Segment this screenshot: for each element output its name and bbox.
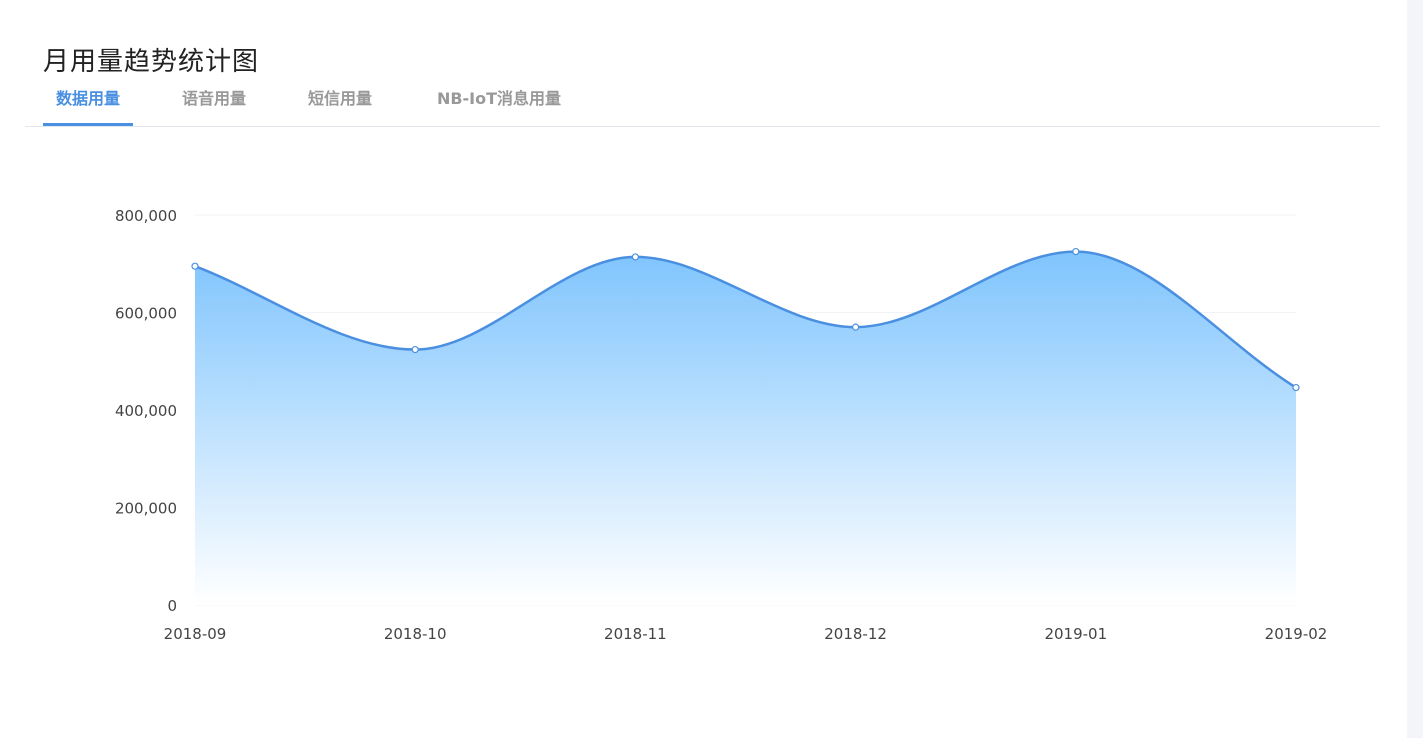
tab-bar: 数据用量 语音用量 短信用量 NB-IoT消息用量	[25, 86, 1380, 127]
data-point[interactable]	[411, 345, 419, 354]
scrollbar-track[interactable]	[1407, 0, 1423, 738]
y-tick-label: 0	[167, 597, 177, 615]
data-point[interactable]	[1072, 247, 1080, 256]
x-tick-label: 2019-02	[1265, 625, 1328, 643]
x-tick-label: 2018-09	[164, 625, 227, 643]
tab-voice-usage[interactable]: 语音用量	[181, 89, 246, 108]
y-tick-label: 800,000	[115, 207, 177, 225]
y-tick-label: 200,000	[115, 500, 177, 518]
data-point[interactable]	[191, 262, 199, 270]
y-tick-label: 400,000	[115, 402, 177, 420]
x-axis-tick-labels: 2018-09 2018-10 2018-11 2018-12 2019-01 2019-…	[164, 625, 1328, 643]
data-point[interactable]	[631, 253, 640, 261]
y-axis-tick-labels: 0 200,000 400,000 600,000 800,000	[115, 207, 177, 615]
data-points	[191, 247, 1300, 392]
y-tick-label: 600,000	[115, 305, 177, 323]
x-tick-label: 2019-01	[1044, 625, 1107, 643]
tab-sms-usage[interactable]: 短信用量	[307, 89, 372, 108]
page-title: 月用量趋势统计图	[43, 47, 260, 77]
series-area	[195, 251, 1296, 605]
data-point[interactable]	[851, 323, 860, 331]
x-tick-label: 2018-12	[824, 625, 887, 643]
tab-data-usage[interactable]: 数据用量	[43, 86, 133, 126]
x-tick-label: 2018-11	[604, 625, 667, 643]
series-line	[194, 250, 1297, 389]
data-point[interactable]	[1292, 383, 1300, 392]
x-tick-label: 2018-10	[384, 625, 447, 643]
tab-nbiot-usage[interactable]: NB-IoT消息用量	[436, 89, 562, 108]
